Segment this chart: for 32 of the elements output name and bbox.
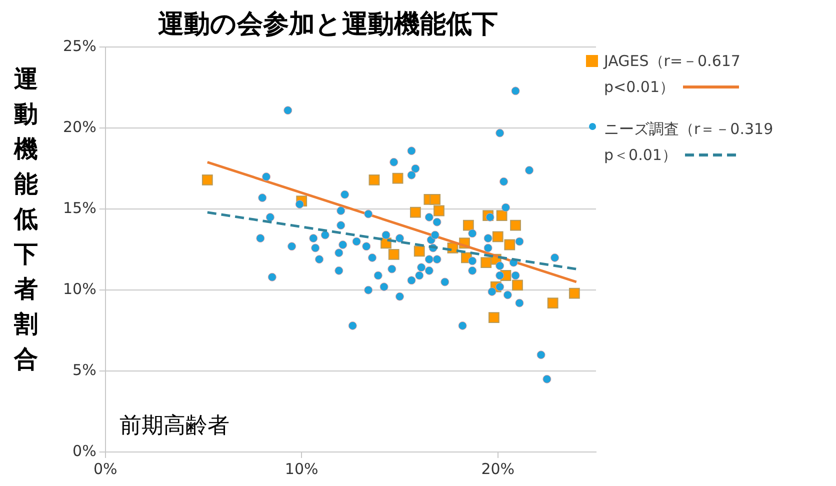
point — [492, 231, 504, 242]
point — [434, 205, 444, 216]
chart-title: 運動の会参加と運動機能低下 — [158, 9, 498, 40]
y-tick-label: 15% — [62, 199, 96, 218]
point — [462, 220, 474, 231]
point — [410, 206, 421, 218]
legend-label: ニーズ調査（r＝－0.319 p＜0.01） — [604, 119, 774, 166]
point — [430, 194, 441, 205]
y-tick-label: 10% — [62, 280, 96, 298]
point — [504, 239, 516, 250]
point — [388, 249, 400, 260]
point — [392, 172, 404, 184]
y-tick-label: 25% — [62, 37, 96, 56]
text: 運動機能低下者割合 — [14, 65, 38, 373]
point — [512, 280, 523, 291]
y-tick-label: 0% — [72, 442, 96, 460]
point — [488, 312, 500, 324]
annotation: 前期高齢者 — [119, 414, 230, 439]
x-tick-label: 10% — [284, 460, 318, 478]
point — [202, 174, 213, 186]
point — [414, 246, 425, 257]
point — [480, 257, 492, 268]
point — [510, 220, 521, 231]
y-tick-label: 5% — [72, 360, 96, 379]
point — [568, 288, 580, 299]
point — [368, 174, 380, 186]
legend-label: JAGES（r=－0.617 p<0.01） — [604, 51, 740, 98]
point — [547, 298, 558, 308]
y-tick-label: 20% — [62, 118, 96, 136]
x-tick-label: 20% — [481, 460, 515, 478]
x-tick-label: 0% — [93, 460, 118, 478]
point — [496, 210, 508, 222]
